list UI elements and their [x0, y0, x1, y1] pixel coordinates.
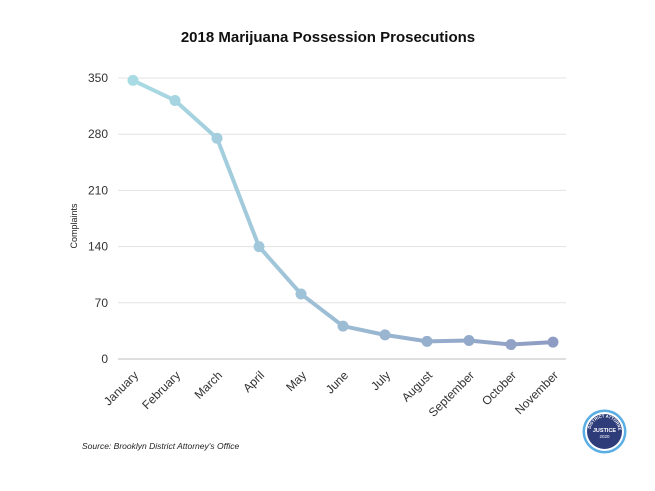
data-point [463, 335, 475, 347]
x-tick-label: January [101, 368, 141, 408]
data-point [253, 241, 265, 253]
x-tick-label: February [139, 368, 183, 412]
data-point [337, 320, 349, 332]
y-tick-label: 350 [88, 71, 108, 85]
data-point [379, 329, 391, 341]
logo-center-text-1: JUSTICE [593, 428, 617, 434]
data-point [295, 288, 307, 300]
data-point [127, 74, 139, 86]
y-axis-label: Complaints [69, 203, 79, 249]
data-point [421, 335, 433, 347]
data-points [127, 74, 559, 351]
logo-inner-disc [587, 414, 622, 449]
x-tick-label: June [323, 368, 352, 397]
y-tick-label: 280 [88, 127, 108, 141]
logo-center-text-2: 2020 [599, 434, 610, 439]
data-point [505, 339, 517, 351]
chart-title: 2018 Marijuana Possession Prosecutions [181, 29, 475, 46]
series-line [131, 78, 555, 347]
x-tick-label: November [512, 368, 561, 417]
x-tick-label: August [399, 368, 436, 405]
data-point [211, 132, 223, 144]
y-tick-label: 210 [88, 183, 108, 197]
y-tick-label: 140 [88, 240, 108, 254]
x-tick-label: October [479, 368, 519, 408]
x-tick-label: September [426, 368, 477, 419]
y-tick-label: 0 [101, 352, 108, 366]
source-note: Source: Brooklyn District Attorney's Off… [82, 441, 240, 451]
x-tick-label: July [368, 368, 393, 393]
data-point [169, 94, 181, 106]
x-tick-label: April [240, 368, 267, 395]
x-tick-label: March [192, 368, 225, 401]
gridlines [118, 77, 566, 360]
justice-2020-logo: BROOKLYN DISTRICT ATTORNEY'S OFFICE JUST… [582, 409, 627, 454]
y-tick-labels: 0 70 140 210 280 350 [88, 71, 108, 366]
y-tick-label: 70 [95, 296, 109, 310]
x-tick-label: May [283, 368, 309, 394]
data-point [547, 336, 559, 348]
